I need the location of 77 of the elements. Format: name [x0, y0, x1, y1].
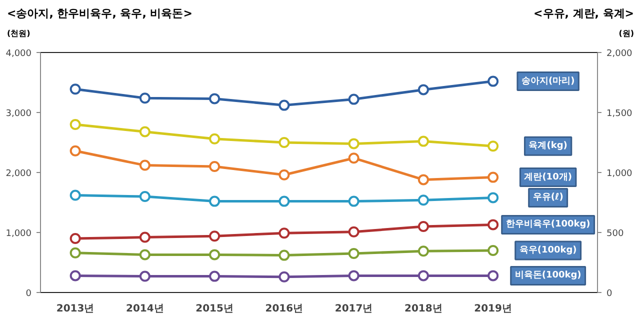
point — [278, 228, 290, 239]
point — [348, 270, 360, 282]
point — [139, 232, 150, 243]
x-tick-label: 2015년 — [196, 304, 234, 314]
y-tick-label: 2,000 — [6, 169, 32, 179]
point — [70, 233, 81, 244]
x-tick-label: 2016년 — [265, 304, 304, 314]
text: 육우(100kg) — [519, 246, 577, 256]
y-tick-label: 4,000 — [6, 49, 32, 59]
series-label: 한우비육우(100kg) — [506, 220, 590, 230]
point — [488, 219, 499, 230]
point — [139, 92, 150, 104]
point — [139, 249, 150, 260]
x-tick-label: 2014년 — [126, 304, 164, 314]
point — [418, 221, 429, 232]
y2-tick-label: 0 — [606, 289, 612, 299]
point — [70, 270, 81, 282]
y-tick-label: 1,000 — [6, 229, 32, 239]
point — [348, 226, 360, 238]
y-tick-label: 3,000 — [6, 109, 32, 119]
y2-tick-label: 2,000 — [606, 49, 633, 59]
point — [70, 190, 81, 201]
y2-tick-label: 1,500 — [606, 109, 633, 119]
y2-tick-label: 500 — [606, 229, 624, 239]
point — [70, 145, 81, 156]
x-tick-label: 2013년 — [56, 304, 94, 314]
point — [139, 160, 150, 171]
point — [488, 76, 499, 87]
point — [278, 271, 290, 282]
series-label: 비육돈(100kg) — [514, 270, 582, 281]
point — [209, 93, 220, 104]
y2-axis-title: (원) — [618, 28, 634, 40]
point — [209, 161, 220, 172]
point — [348, 94, 360, 105]
point — [418, 174, 429, 186]
text: 우유(ℓ) — [532, 192, 564, 203]
point — [70, 84, 81, 95]
x-tick-label: 2018년 — [404, 304, 442, 314]
point — [70, 247, 81, 258]
point — [209, 270, 220, 282]
point — [488, 140, 499, 152]
point — [209, 249, 220, 260]
point — [209, 133, 220, 144]
text: 계란(10개) — [524, 172, 572, 182]
point — [418, 194, 429, 206]
point — [209, 230, 220, 242]
text: <우유, 계란, 육계> — [534, 6, 634, 22]
text: 송아지(마리) — [521, 76, 575, 86]
point — [139, 191, 150, 202]
point — [348, 152, 360, 164]
point — [278, 100, 290, 111]
point — [278, 250, 290, 261]
x-tick-label: 2017년 — [334, 304, 373, 314]
point — [488, 270, 499, 282]
point — [278, 137, 290, 148]
point — [418, 84, 429, 96]
point — [348, 138, 360, 150]
point — [418, 246, 429, 257]
y2-tick-label: 1,000 — [606, 169, 633, 179]
point — [488, 245, 499, 256]
y-axis-title: (천원) — [7, 28, 32, 40]
point — [139, 126, 150, 138]
point — [278, 169, 290, 180]
point — [418, 136, 429, 147]
point — [278, 196, 290, 207]
point — [418, 270, 429, 282]
point — [348, 248, 360, 259]
point — [139, 270, 150, 282]
point — [488, 192, 499, 204]
chart-title: <송아지, 한우비육우, 육우, 비육돈> — [7, 6, 192, 22]
y-tick-label: 0 — [26, 289, 32, 299]
point — [488, 172, 499, 183]
point — [348, 196, 360, 207]
point — [70, 119, 81, 130]
x-tick-label: 2019년 — [474, 304, 512, 314]
text: 육계(kg) — [528, 141, 568, 152]
point — [209, 196, 220, 207]
